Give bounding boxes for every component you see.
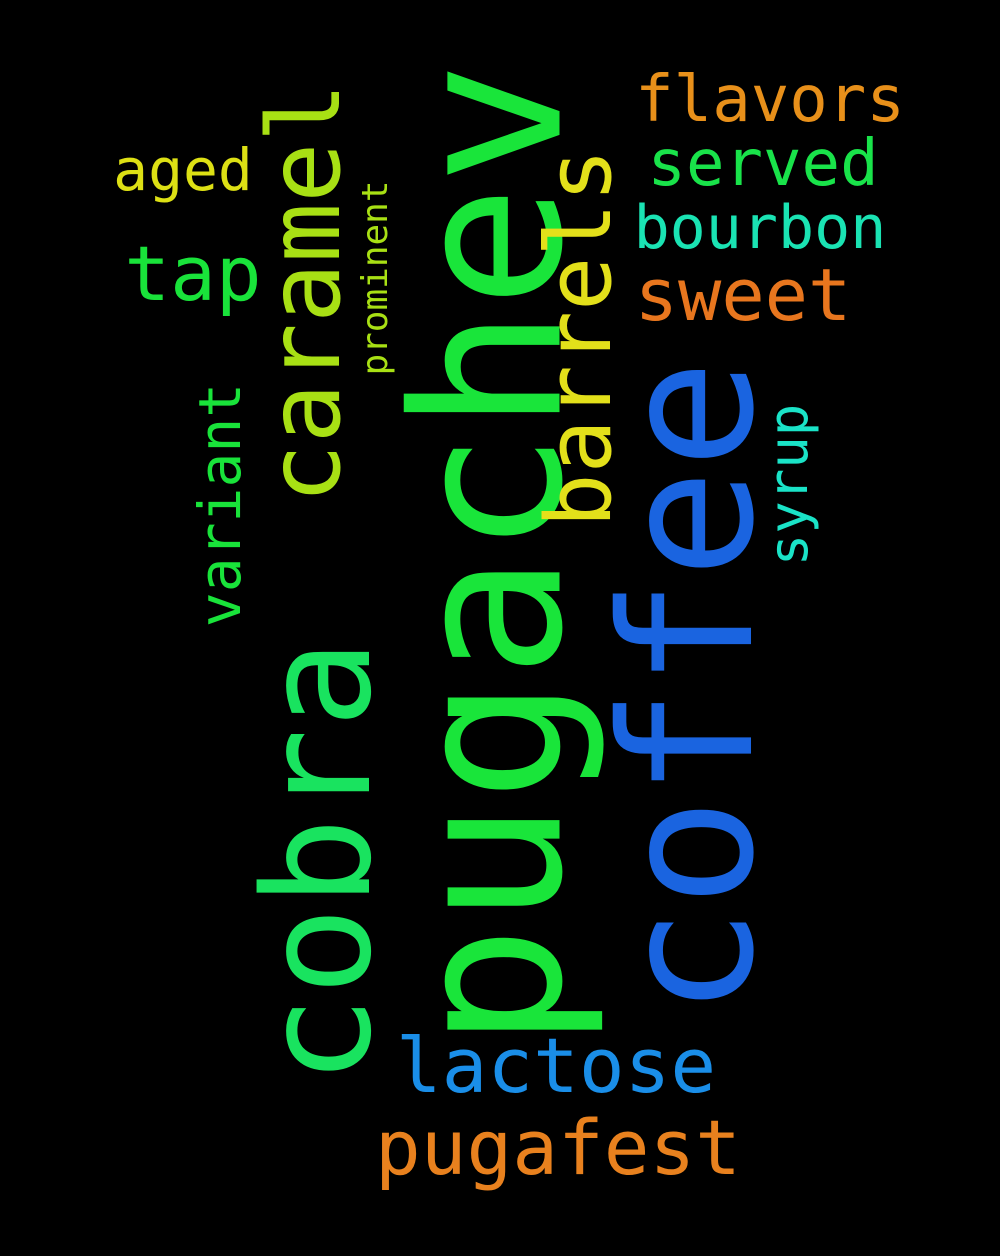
word-sweet: sweet xyxy=(634,253,852,337)
word-caramel: caramel xyxy=(246,82,363,504)
word-variant: variant xyxy=(186,382,254,628)
word-bourbon: bourbon xyxy=(633,193,887,263)
word-barrels: barrels xyxy=(527,148,632,528)
word-syrup: syrup xyxy=(757,403,820,567)
word-lactose: lactose xyxy=(395,1021,717,1110)
word-prominent: prominent xyxy=(355,180,396,376)
word-aged: aged xyxy=(113,136,253,204)
word-served: served xyxy=(647,127,879,201)
word-cobra: cobra xyxy=(232,639,404,1085)
word-flavors: flavors xyxy=(635,63,905,137)
word-pugafest: pugafest xyxy=(374,1103,742,1192)
word-tap: tap xyxy=(124,229,262,318)
